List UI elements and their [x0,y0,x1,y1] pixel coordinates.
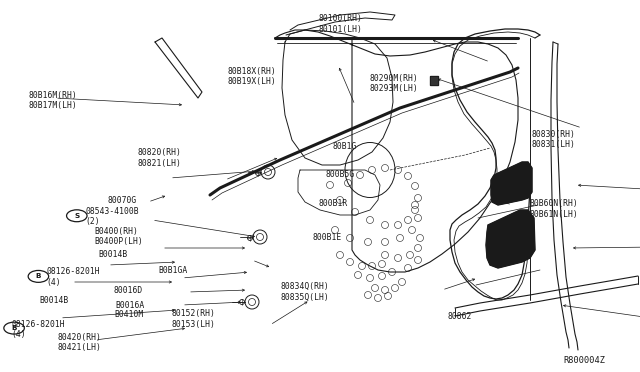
Text: B0016A: B0016A [115,301,145,310]
Text: 80B60N(RH)
80B61N(LH): 80B60N(RH) 80B61N(LH) [530,199,579,219]
Text: 08126-8201H
(4): 08126-8201H (4) [12,320,65,339]
Polygon shape [491,162,532,205]
Text: 80420(RH)
80421(LH): 80420(RH) 80421(LH) [58,333,102,352]
Text: 08126-8201H
(4): 08126-8201H (4) [46,267,100,287]
Text: B: B [36,273,41,279]
Text: 08543-4100B
(2): 08543-4100B (2) [85,207,139,226]
Text: S: S [74,213,79,219]
Text: 80830(RH)
80831(LH): 80830(RH) 80831(LH) [531,130,575,149]
Text: 80B18X(RH)
80B19X(LH): 80B18X(RH) 80B19X(LH) [227,67,276,86]
Text: 80820(RH)
80821(LH): 80820(RH) 80821(LH) [138,148,182,168]
Text: B0410M: B0410M [114,310,143,319]
Text: 800B1R: 800B1R [319,199,348,208]
Text: 80070G: 80070G [108,196,137,205]
Text: B: B [12,325,17,331]
Text: B0400(RH)
B0400P(LH): B0400(RH) B0400P(LH) [95,227,143,246]
Text: 80B16M(RH)
80B17M(LH): 80B16M(RH) 80B17M(LH) [29,91,77,110]
Text: 80834Q(RH)
80835Q(LH): 80834Q(RH) 80835Q(LH) [280,282,329,302]
Text: B0B1GA: B0B1GA [159,266,188,275]
Polygon shape [486,210,535,268]
Text: 80152(RH)
80153(LH): 80152(RH) 80153(LH) [172,309,216,328]
Text: 80016D: 80016D [114,286,143,295]
Text: 800B5G: 800B5G [325,170,355,179]
Text: 80100(RH)
80101(LH): 80100(RH) 80101(LH) [319,15,363,34]
Text: 80B1G: 80B1G [333,142,357,151]
Text: R800004Z: R800004Z [563,356,605,365]
Text: B0014B: B0014B [40,296,69,305]
Text: B0014B: B0014B [98,250,127,259]
Polygon shape [430,76,438,85]
Text: 80290M(RH)
80293M(LH): 80290M(RH) 80293M(LH) [370,74,419,93]
Text: 80862: 80862 [448,312,472,321]
Text: 800B1E: 800B1E [312,233,342,242]
